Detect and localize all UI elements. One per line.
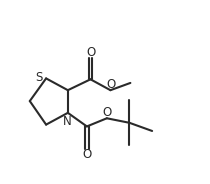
- Text: O: O: [102, 106, 112, 119]
- Text: O: O: [106, 78, 115, 91]
- Text: S: S: [35, 71, 43, 84]
- Text: O: O: [82, 148, 92, 161]
- Text: N: N: [63, 115, 72, 128]
- Text: O: O: [86, 46, 95, 59]
